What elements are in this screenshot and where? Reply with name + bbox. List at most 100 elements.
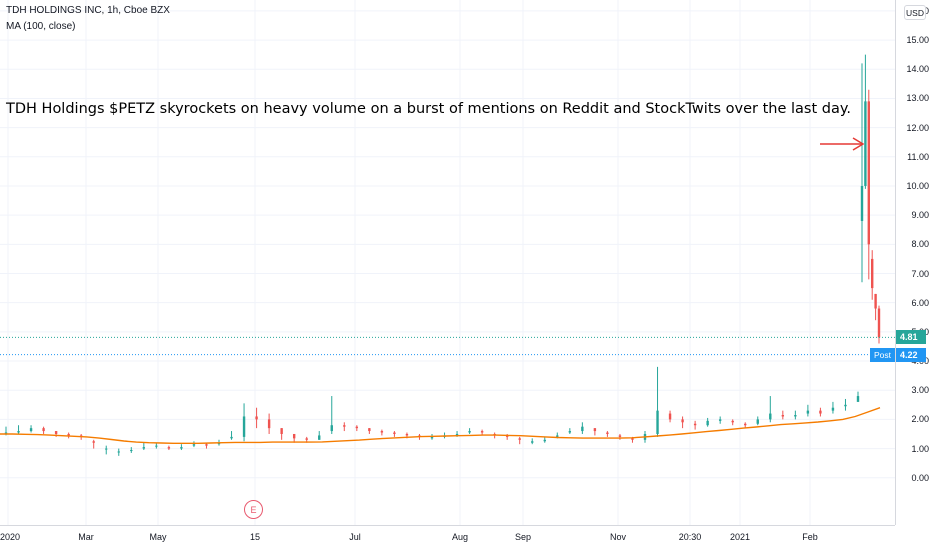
post-market-label: Post [870, 347, 895, 362]
candle-body [155, 445, 158, 447]
candle-body [318, 435, 321, 440]
candle-body [606, 432, 609, 434]
candle-body [877, 308, 881, 338]
candle-body [480, 431, 484, 433]
x-tick-label: Mar [78, 532, 94, 542]
candle-body [380, 431, 384, 433]
y-tick-label: 3.00 [911, 385, 929, 396]
moving-average-line [0, 407, 881, 444]
candle-body [292, 433, 296, 439]
y-tick-label: 1.00 [911, 443, 929, 454]
y-tick-label: 13.00 [906, 93, 929, 104]
candle-body [92, 441, 95, 443]
candle-body [29, 428, 33, 432]
y-tick-label: 9.00 [911, 210, 929, 221]
y-tick-label: 10.00 [906, 180, 929, 191]
candle-body [794, 415, 797, 417]
candle-body [668, 413, 672, 420]
candle-body [230, 436, 233, 439]
candle-body [105, 448, 108, 450]
candle-body [871, 258, 874, 289]
x-tick-label: Sep [514, 532, 532, 542]
post-market-price-tag: 4.22 [896, 347, 926, 362]
candle-body [581, 426, 584, 432]
candle-body [167, 447, 171, 449]
y-tick-label: 6.00 [911, 297, 929, 308]
x-tick-label: Jul [349, 532, 361, 542]
candle-body [867, 101, 870, 245]
candle-body [505, 435, 509, 437]
candle-body [192, 444, 196, 446]
chart-annotation: TDH Holdings $PETZ skyrockets on heavy v… [6, 101, 851, 117]
candle-body [405, 433, 409, 436]
candle-body [781, 415, 785, 417]
price-chart-plot[interactable] [0, 0, 895, 525]
candle-body [718, 419, 722, 421]
candle-body [874, 293, 877, 309]
candle-body [556, 435, 559, 437]
price-axis[interactable]: 16.0015.0014.0013.0012.0011.0010.009.008… [895, 0, 932, 525]
candle-body [368, 428, 371, 432]
x-tick-label: May [149, 532, 167, 542]
candle-body [430, 436, 434, 439]
candle-body [593, 428, 597, 432]
candle-body [819, 410, 822, 414]
candle-body [255, 416, 258, 420]
candle-body [205, 444, 208, 446]
candle-body [330, 425, 333, 432]
candle-body [142, 447, 146, 449]
last-price-tag: 4.81 [896, 330, 926, 345]
y-tick-label: 12.00 [906, 122, 929, 133]
earnings-event-marker[interactable]: E [244, 500, 263, 519]
candle-body [831, 407, 835, 411]
candle-body [267, 419, 271, 429]
candle-body [393, 432, 396, 434]
candle-body [543, 439, 546, 442]
candle-body [518, 438, 521, 440]
x-tick-label: Nov [609, 532, 627, 542]
annotation-arrow [820, 137, 865, 151]
candle-body [42, 428, 45, 432]
x-tick-label: 2021 [729, 532, 751, 542]
symbol-legend[interactable]: TDH HOLDINGS INC, 1h, Cboe BZX [6, 5, 170, 16]
candle-body [355, 426, 359, 429]
y-tick-label: 15.00 [906, 35, 929, 46]
candle-body [769, 413, 772, 420]
candle-body [54, 431, 58, 434]
candle-body [618, 435, 622, 437]
candle-body [468, 431, 471, 433]
candle-body [17, 431, 20, 433]
candle-body [455, 433, 459, 436]
candle-body [631, 438, 634, 440]
candle-body [117, 451, 120, 453]
y-tick-label: 14.00 [906, 64, 929, 75]
x-tick-label: Feb [802, 532, 818, 542]
candle-body [806, 410, 810, 414]
x-tick-label: 15 [249, 532, 261, 542]
candle-body [844, 404, 847, 407]
candle-body [706, 420, 709, 426]
candle-body [856, 396, 860, 402]
time-axis[interactable]: 2020 Mar May 15 Jul Aug Sep Nov 20:30 2021 Feb [0, 525, 895, 550]
y-tick-label: 0.00 [911, 472, 929, 483]
candle-body [568, 431, 572, 433]
candle-body [130, 450, 133, 452]
x-tick-label: 2020 [0, 532, 21, 542]
candle-body [864, 101, 867, 186]
candle-body [305, 438, 308, 440]
y-tick-label: 8.00 [911, 239, 929, 250]
candle-body [242, 416, 246, 437]
y-tick-label: 2.00 [911, 414, 929, 425]
candle-body [67, 433, 70, 436]
candle-body [531, 441, 534, 443]
candle-body [180, 447, 183, 449]
indicator-legend[interactable]: MA (100, close) [6, 21, 76, 32]
candle-body [4, 432, 8, 434]
currency-button[interactable]: USD [904, 5, 926, 20]
candle-body [693, 423, 697, 426]
candle-body [280, 428, 283, 434]
x-tick-label: 20:30 [678, 532, 702, 542]
candle-body [343, 425, 346, 427]
y-tick-label: 7.00 [911, 268, 929, 279]
candle-body [681, 419, 684, 423]
